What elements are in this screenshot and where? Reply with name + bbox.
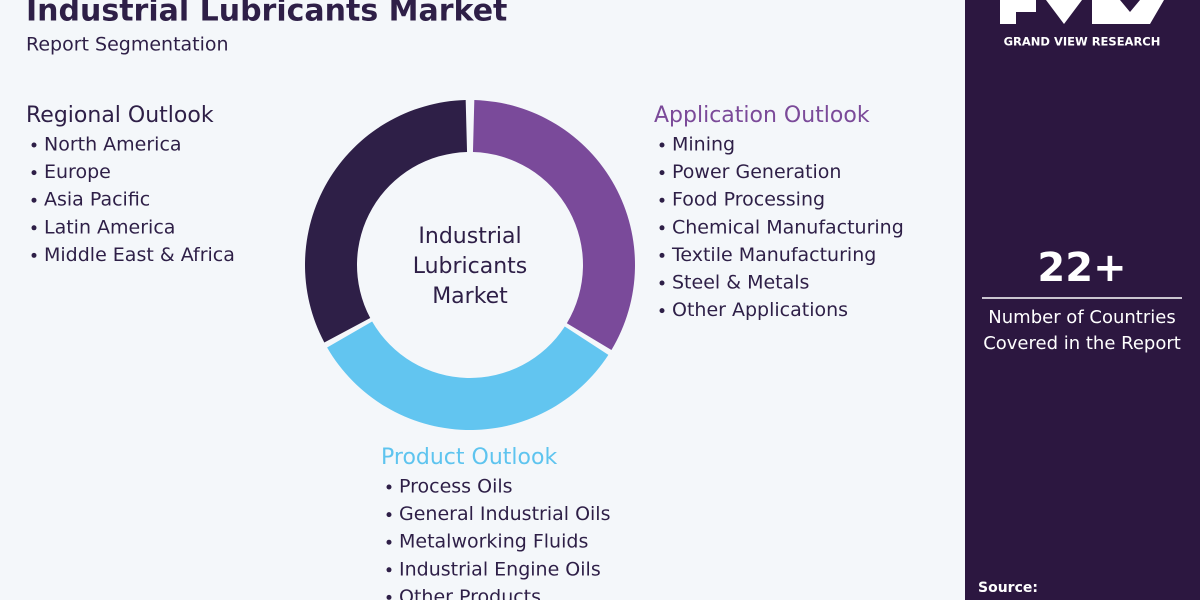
list-item: Asia Pacific (44, 189, 150, 211)
center-label: Industrial (418, 224, 521, 249)
bullet (31, 170, 37, 176)
list-item: North America (44, 134, 182, 156)
bullet (31, 142, 37, 148)
bullet (659, 170, 665, 176)
list-item: Latin America (44, 216, 175, 238)
bullet (386, 594, 392, 600)
donut-segment (327, 321, 609, 430)
bullet (659, 280, 665, 286)
list-item: Steel & Metals (672, 272, 809, 294)
list-item: Industrial Engine Oils (399, 558, 601, 580)
bullet (659, 142, 665, 148)
list-item: Food Processing (672, 189, 825, 211)
background (0, 0, 965, 600)
list-item: Metalworking Fluids (399, 531, 588, 553)
list-item: Power Generation (672, 161, 841, 183)
list-item: Other Products (399, 586, 541, 600)
side-panel (965, 0, 1200, 600)
list-item: Chemical Manufacturing (672, 216, 904, 238)
list-item: General Industrial Oils (399, 503, 610, 525)
list-item: Europe (44, 161, 111, 183)
stat-description: Covered in the Report (983, 333, 1181, 354)
bullet (386, 539, 392, 545)
bullet (659, 252, 665, 258)
bullet (386, 512, 392, 518)
bullet (386, 484, 392, 490)
bullet (31, 225, 37, 231)
list-item: Textile Manufacturing (671, 244, 876, 266)
subtitle: Report Segmentation (26, 34, 229, 56)
section-title: Regional Outlook (26, 103, 214, 128)
title: Industrial Lubricants Market (26, 0, 507, 29)
list-item: Process Oils (399, 476, 513, 498)
bullet (31, 197, 37, 203)
list-item: Middle East & Africa (44, 244, 235, 266)
bullet (659, 225, 665, 231)
donut-segment (305, 100, 468, 343)
list-item: Mining (672, 134, 735, 156)
section-title: Application Outlook (654, 103, 870, 128)
bullet (31, 252, 37, 258)
logo (1000, 0, 1164, 24)
bullet (659, 197, 665, 203)
section-title: Product Outlook (381, 445, 557, 470)
bullet (659, 308, 665, 314)
brand: GRAND VIEW RESEARCH (1004, 35, 1161, 49)
bullet (386, 567, 392, 573)
center-label: Lubricants (413, 254, 528, 279)
list-item: Other Applications (672, 299, 848, 321)
donut (305, 100, 635, 430)
donut-segment (472, 100, 635, 350)
stat: 22+ (1037, 245, 1126, 291)
stat-description: Number of Countries (988, 307, 1175, 328)
center-label: Market (432, 284, 508, 309)
source: Source: (978, 580, 1038, 596)
